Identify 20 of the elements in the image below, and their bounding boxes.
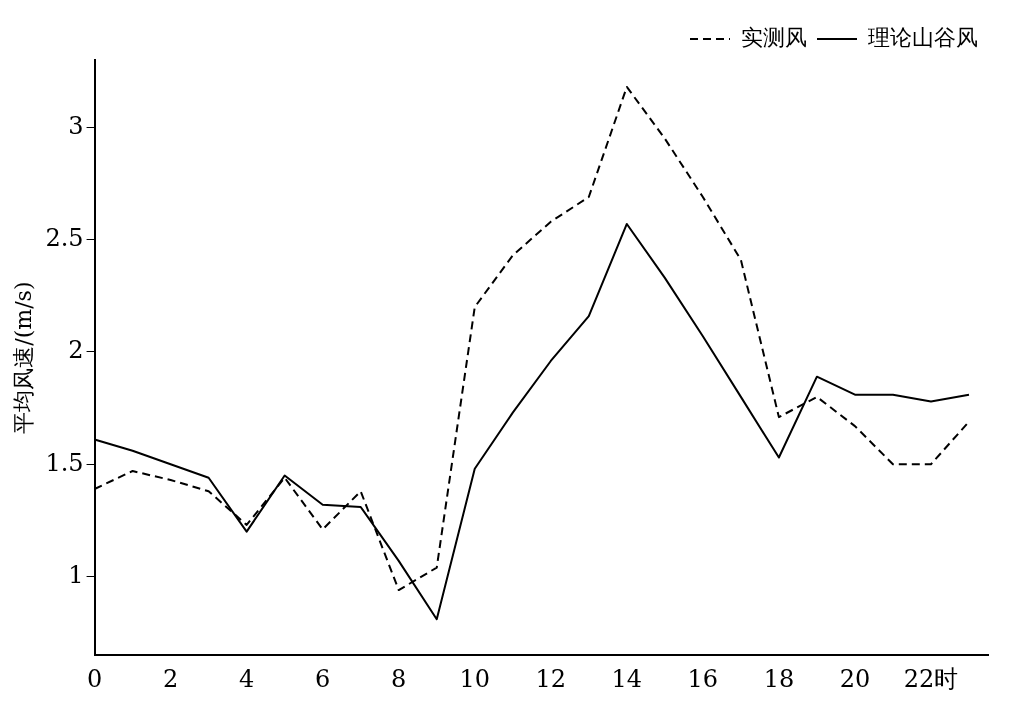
y-tick-label: 2 [68,336,84,365]
y-tick-label: 3 [68,111,84,140]
y-tick-label: 1 [68,560,84,589]
x-tick-label: 6 [315,664,331,693]
x-tick-label: 4 [239,664,255,693]
x-tick-label: 8 [391,664,407,693]
x-tick-label: 12 [535,664,567,693]
x-tick-label: 22时 [903,664,959,693]
legend-label: 理论山谷风 [868,24,978,50]
x-tick-label: 16 [687,664,719,693]
x-tick-label: 20 [839,664,871,693]
x-tick-label: 0 [86,664,103,693]
legend-label: 实测风 [741,24,807,50]
y-tick-label: 1.5 [45,448,84,477]
x-tick-label: 2 [162,664,179,693]
x-tick-label: 18 [763,664,795,693]
x-tick-label: 14 [611,664,643,693]
y-axis-title: 平均风速/(m/s) [10,281,36,434]
x-tick-label: 10 [459,664,491,693]
y-tick-label: 2.5 [45,223,84,252]
